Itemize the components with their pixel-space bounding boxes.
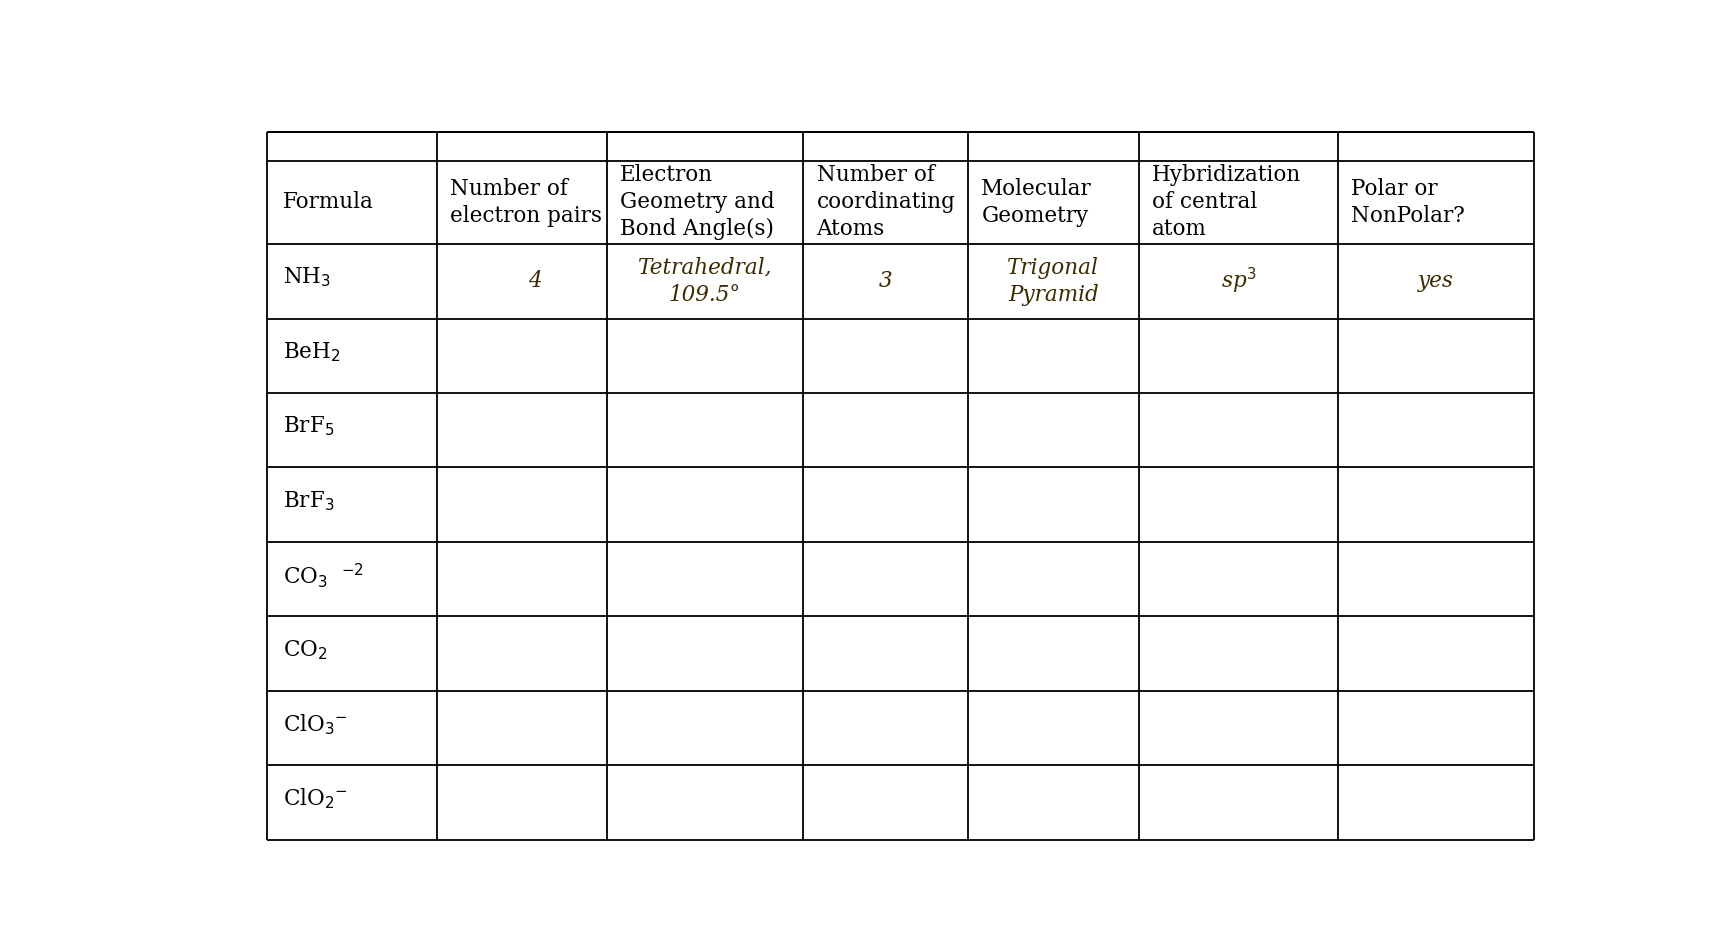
Text: BrF$_5$: BrF$_5$ — [284, 415, 334, 438]
Text: ClO$_2$$^{-}$: ClO$_2$$^{-}$ — [284, 787, 348, 811]
Text: BrF$_3$: BrF$_3$ — [284, 489, 336, 513]
Text: yes: yes — [1419, 271, 1453, 293]
Text: Number of
coordinating
Atoms: Number of coordinating Atoms — [817, 164, 955, 240]
Text: CO$_3$  $^{-2}$: CO$_3$ $^{-2}$ — [284, 561, 365, 590]
Text: BeH$_2$: BeH$_2$ — [284, 340, 341, 364]
Text: Polar or
NonPolar?: Polar or NonPolar? — [1351, 178, 1465, 227]
Text: ClO$_3$$^{-}$: ClO$_3$$^{-}$ — [284, 712, 348, 736]
Text: Formula: Formula — [284, 191, 374, 214]
Text: sp$^3$: sp$^3$ — [1221, 266, 1256, 296]
Text: 3: 3 — [879, 271, 893, 293]
Text: Molecular
Geometry: Molecular Geometry — [981, 178, 1092, 227]
Text: CO$_2$: CO$_2$ — [284, 638, 327, 661]
Text: NH$_3$: NH$_3$ — [284, 266, 332, 290]
Text: 4: 4 — [528, 271, 541, 293]
Text: Hybridization
of central
atom: Hybridization of central atom — [1152, 164, 1301, 240]
Text: Electron
Geometry and
Bond Angle(s): Electron Geometry and Bond Angle(s) — [619, 164, 775, 240]
Text: Tetrahedral,
109.5°: Tetrahedral, 109.5° — [638, 256, 772, 306]
Text: Trigonal
Pyramid: Trigonal Pyramid — [1007, 256, 1099, 306]
Text: Number of
electron pairs: Number of electron pairs — [450, 178, 602, 227]
